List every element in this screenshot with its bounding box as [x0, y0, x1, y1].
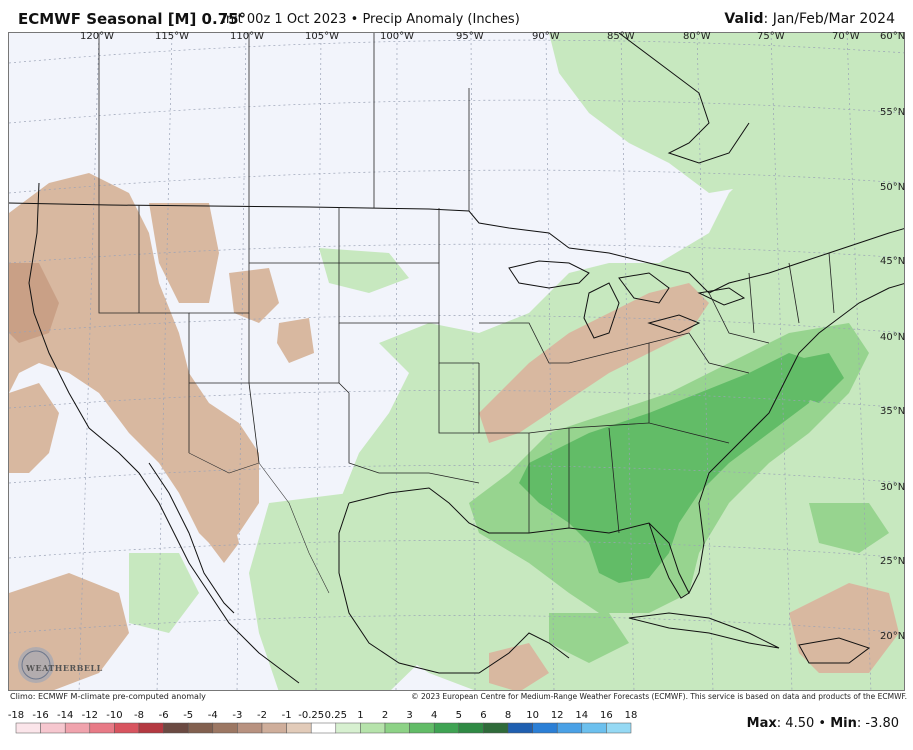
colorbar-tick-label: -12 [81, 710, 98, 721]
colorbar-cell [286, 722, 312, 734]
colorbar-tick-label: 10 [526, 710, 539, 721]
colorbar-cell [261, 722, 287, 734]
colorbar-cell [15, 722, 41, 734]
colorbar-cell [409, 722, 435, 734]
max-value: : 4.50 • [776, 716, 827, 731]
colorbar-tick-label: 5 [455, 710, 462, 721]
colorbar-cell [433, 722, 460, 734]
colorbar-tick-label: -14 [57, 710, 74, 721]
lat-label-55n: 55°N [880, 107, 906, 118]
lat-label-25n: 25°N [880, 556, 906, 567]
colorbar-tick-label: -0.25 [298, 710, 325, 721]
colorbar-cell [458, 722, 484, 734]
colorbar-cell [532, 722, 558, 734]
lon-label-90w: 90°W [532, 31, 560, 42]
colorbar-cell [89, 722, 115, 734]
lat-label-35n: 35°N [880, 406, 906, 417]
lat-label-20n: 20°N [880, 631, 906, 642]
lon-label-115w: 115°W [155, 31, 189, 42]
colorbar-tick-label: -8 [134, 710, 144, 721]
max-min-readout: Max: 4.50 • Min: -3.80 [747, 716, 899, 731]
colorbar-tick-label: 4 [431, 710, 438, 721]
precip-anomaly-map [8, 32, 905, 691]
colorbar [15, 722, 632, 734]
colorbar-tick-label: -18 [7, 710, 25, 721]
lon-label-105w: 105°W [305, 31, 339, 42]
lat-label-60n: 60°N [880, 31, 906, 42]
min-value: : -3.80 [856, 716, 899, 731]
lon-label-85w: 85°W [607, 31, 635, 42]
colorbar-cell [507, 722, 533, 734]
map-subtitle: Init 00z 1 Oct 2023 • Precip Anomaly (In… [222, 12, 520, 27]
valid-label: Valid [724, 11, 764, 27]
colorbar-tick-label: 8 [504, 710, 512, 721]
colorbar-cell [163, 722, 189, 734]
climo-note: Climo: ECMWF M-climate pre-computed anom… [10, 692, 206, 701]
colorbar-tick-label: -6 [158, 710, 169, 721]
valid-value: : Jan/Feb/Mar 2024 [763, 11, 895, 27]
colorbar-tick-label: 2 [381, 710, 389, 721]
valid-period: Valid: Jan/Feb/Mar 2024 [724, 11, 895, 27]
colorbar-tick-label: -16 [32, 710, 49, 721]
lon-label-75w: 75°W [757, 31, 785, 42]
colorbar-cell [335, 722, 361, 734]
colorbar-cell [606, 722, 632, 734]
map-title: ECMWF Seasonal [M] 0.75° [18, 10, 247, 28]
lon-label-120w: 120°W [80, 31, 114, 42]
colorbar-tick-label: -1 [281, 710, 292, 721]
lat-label-50n: 50°N [880, 182, 906, 193]
colorbar-tick-label: -3 [232, 710, 243, 721]
min-label: Min [830, 716, 857, 731]
colorbar-tick-label: 3 [406, 710, 413, 721]
colorbar-cell [237, 722, 263, 734]
lon-label-95w: 95°W [456, 31, 484, 42]
colorbar-tick-label: -4 [207, 710, 218, 721]
colorbar-tick-label: -2 [257, 710, 267, 721]
colorbar-cell [40, 722, 66, 734]
lon-label-100w: 100°W [380, 31, 414, 42]
colorbar-tick-label: 14 [575, 710, 589, 721]
lon-label-110w: 110°W [230, 31, 264, 42]
colorbar-cell [114, 722, 140, 734]
colorbar-cell [187, 722, 214, 734]
colorbar-cell [360, 722, 386, 734]
map-header: ECMWF Seasonal [M] 0.75° Init 00z 1 Oct … [0, 0, 913, 32]
colorbar-tick-label: 6 [480, 710, 487, 721]
logo-text: WEATHERBELL [26, 663, 103, 673]
colorbar-cell [483, 722, 509, 734]
colorbar-cell [212, 722, 238, 734]
lat-label-30n: 30°N [880, 482, 906, 493]
colorbar-cell [310, 722, 337, 734]
colorbar-tick-label: 18 [624, 710, 638, 721]
lat-label-40n: 40°N [880, 332, 906, 343]
colorbar-tick-label: 0.25 [324, 710, 347, 721]
colorbar-cell [64, 722, 91, 734]
colorbar-cell [384, 722, 410, 734]
lon-label-80w: 80°W [683, 31, 711, 42]
lon-label-70w: 70°W [832, 31, 860, 42]
colorbar-cell [581, 722, 607, 734]
colorbar-tick-label: 12 [550, 710, 564, 721]
max-label: Max [746, 716, 777, 731]
colorbar-cell [138, 722, 164, 734]
colorbar-tick-label: -5 [183, 710, 194, 721]
colorbar-cell [556, 722, 583, 734]
colorbar-tick-label: 1 [357, 710, 364, 721]
colorbar-tick-label: -10 [106, 710, 123, 721]
weatherbell-logo: WEATHERBELL [12, 645, 102, 685]
copyright-note: © 2023 European Centre for Medium-Range … [411, 692, 907, 701]
colorbar-tick-label: 16 [600, 710, 613, 721]
lat-label-45n: 45°N [880, 256, 906, 267]
